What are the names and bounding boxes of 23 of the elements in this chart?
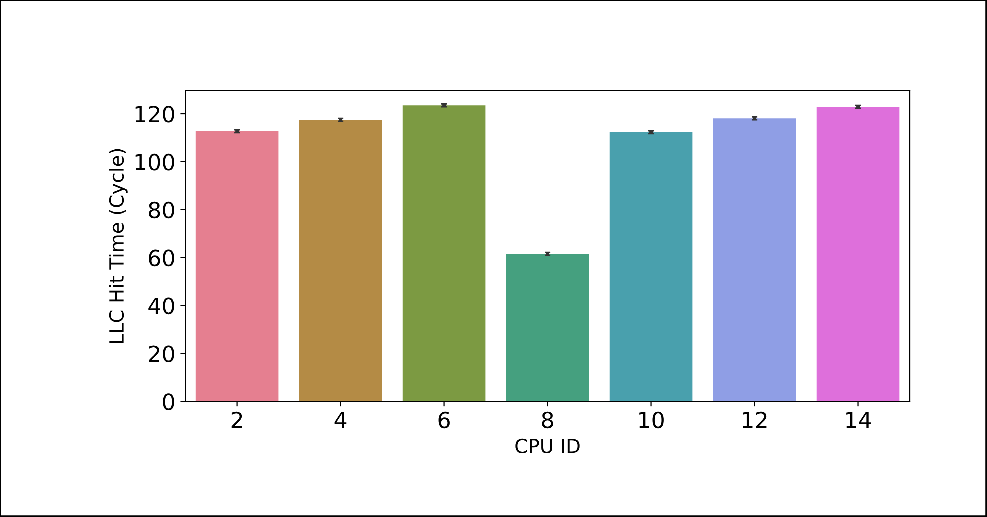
bar bbox=[299, 120, 382, 402]
bar bbox=[402, 106, 486, 402]
x-axis-title: CPU ID bbox=[516, 438, 580, 454]
x-tick-label: 4 bbox=[334, 412, 347, 428]
y-tick-label: 120 bbox=[136, 106, 174, 123]
x-tick-label: 8 bbox=[542, 412, 554, 429]
y-tick-label: 20 bbox=[149, 346, 174, 363]
bar bbox=[713, 118, 796, 402]
x-tick-label: 12 bbox=[743, 412, 767, 428]
x-tick-label: 10 bbox=[640, 412, 664, 429]
y-axis-title: LLC Hit Time (Cycle) bbox=[109, 149, 128, 344]
y-tick-label: 40 bbox=[148, 298, 174, 315]
y-tick-label: 0 bbox=[163, 394, 174, 410]
bar bbox=[816, 107, 900, 402]
x-tick-label: 14 bbox=[846, 412, 872, 428]
bar bbox=[610, 132, 693, 402]
bar bbox=[506, 254, 590, 402]
bar bbox=[196, 132, 279, 402]
y-tick-label: 100 bbox=[136, 154, 174, 171]
y-tick-label: 80 bbox=[149, 202, 174, 219]
x-tick-label: 6 bbox=[438, 412, 450, 429]
x-tick-label: 2 bbox=[232, 412, 242, 428]
y-tick-label: 60 bbox=[149, 250, 174, 267]
